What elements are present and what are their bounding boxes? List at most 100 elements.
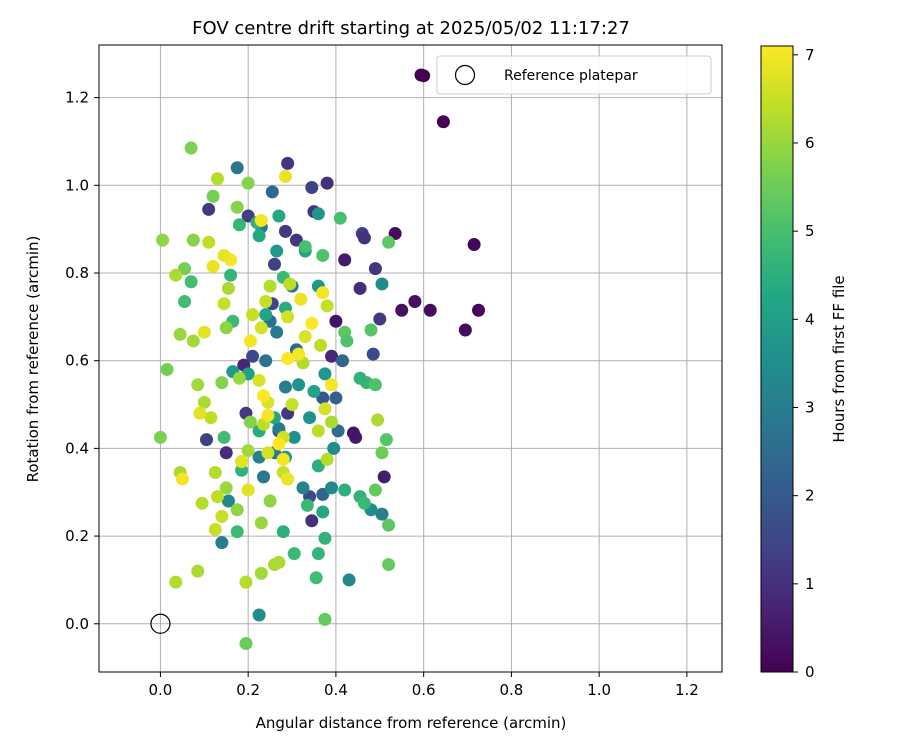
legend: Reference platepar (414, 55, 712, 95)
scatter-point (169, 268, 183, 282)
scatter-point (252, 373, 266, 387)
scatter-point (309, 571, 323, 585)
scatter-point (173, 327, 187, 341)
scatter-point (232, 218, 246, 232)
scatter-point (458, 323, 472, 337)
scatter-point (217, 297, 231, 311)
scatter-point (377, 470, 391, 484)
scatter-point (252, 608, 266, 622)
scatter-point (221, 281, 235, 295)
scatter-point (371, 413, 385, 427)
scatter-point (318, 367, 332, 381)
colorbar-label: Hours from first FF file (830, 275, 848, 442)
scatter-point (320, 176, 334, 190)
scatter-point (292, 347, 306, 361)
scatter-point (366, 347, 380, 361)
y-tick-label: 1.0 (65, 176, 89, 194)
scatter-point (272, 437, 286, 451)
scatter-point (375, 277, 389, 291)
scatter-point (316, 505, 330, 519)
scatter-point (281, 472, 295, 486)
scatter-point (472, 303, 486, 317)
scatter-point (215, 376, 229, 390)
scatter-point (175, 472, 189, 486)
scatter-point (259, 308, 273, 322)
colorbar (760, 45, 794, 673)
scatter-point (285, 398, 299, 412)
scatter-point (191, 378, 205, 392)
scatter-point (300, 498, 314, 512)
scatter-point (246, 349, 260, 363)
colorbar-tick-label: 0 (805, 663, 815, 681)
scatter-point (184, 275, 198, 289)
data-points (150, 69, 486, 650)
x-axis-ticks: 0.0 0.2 0.4 0.6 0.8 1.0 1.2 (148, 672, 699, 699)
scatter-point (160, 362, 174, 376)
scatter-point (368, 262, 382, 276)
scatter-point (259, 354, 273, 368)
scatter-point (333, 211, 347, 225)
x-tick-label: 0.4 (324, 681, 348, 699)
colorbar-tick-label: 7 (805, 46, 815, 64)
scatter-point (254, 516, 268, 530)
scatter-point (263, 279, 277, 293)
scatter-point (270, 325, 284, 339)
scatter-point (368, 483, 382, 497)
y-tick-label: 0.4 (65, 439, 89, 457)
scatter-point (156, 233, 170, 247)
scatter-point (241, 483, 255, 497)
scatter-point (232, 371, 246, 385)
scatter-point (221, 494, 235, 508)
x-tick-label: 0.8 (499, 681, 523, 699)
scatter-point (311, 207, 325, 221)
scatter-point (254, 566, 268, 580)
scatter-point (254, 321, 268, 335)
scatter-point (329, 391, 343, 405)
scatter-point (219, 446, 233, 460)
x-tick-label: 0.2 (236, 681, 260, 699)
scatter-point (423, 303, 437, 317)
legend-label-reference: Reference platepar (504, 68, 638, 84)
legend-marker-reference (454, 64, 476, 86)
scatter-point (261, 446, 275, 460)
scatter-point (307, 384, 321, 398)
scatter-point (357, 231, 371, 245)
scatter-point (373, 312, 387, 326)
scatter-point (199, 433, 213, 447)
scatter-point (353, 371, 367, 385)
scatter-point (210, 490, 224, 504)
scatter-point (202, 202, 216, 216)
y-tick-label: 0.0 (65, 615, 89, 633)
scatter-point (169, 575, 183, 589)
scatter-point (325, 349, 339, 363)
scatter-point (353, 281, 367, 295)
scatter-point (316, 248, 330, 262)
scatter-point (287, 430, 301, 444)
colorbar-tick-label: 6 (805, 134, 815, 152)
scatter-point (254, 213, 268, 227)
scatter-point (178, 295, 192, 308)
scatter-point (257, 470, 271, 484)
scatter-point (241, 176, 255, 190)
scatter-point (316, 286, 330, 300)
scatter-point (259, 295, 273, 308)
x-tick-label: 1.0 (587, 681, 611, 699)
scatter-point (184, 141, 198, 155)
scatter-point (329, 314, 343, 328)
scatter-point (303, 411, 317, 425)
colorbar-tick-label: 4 (805, 310, 815, 328)
scatter-point (204, 411, 218, 425)
y-axis-ticks: 0.0 0.2 0.4 0.6 0.8 1.0 1.2 (65, 89, 99, 633)
x-tick-label: 0.0 (148, 681, 172, 699)
scatter-point (408, 295, 422, 308)
scatter-point (318, 402, 332, 416)
scatter-point (320, 299, 334, 313)
scatter-point (252, 229, 266, 243)
scatter-point (325, 481, 339, 495)
scatter-point (191, 564, 205, 578)
scatter-point (239, 637, 253, 650)
scatter-point (375, 507, 389, 521)
scatter-point (153, 430, 167, 444)
colorbar-tick-label: 3 (805, 398, 815, 416)
scatter-point (270, 244, 284, 258)
